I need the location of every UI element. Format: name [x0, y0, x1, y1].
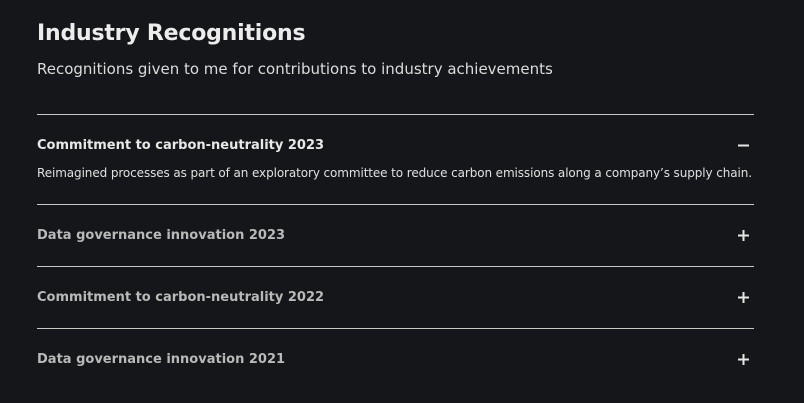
plus-icon[interactable]: [736, 353, 750, 367]
accordion-header-carbon-2022[interactable]: Commitment to carbon-neutrality 2022: [37, 290, 754, 305]
plus-icon[interactable]: [736, 229, 750, 243]
section-subtitle: Recognitions given to me for contributio…: [37, 60, 553, 78]
recognitions-accordion: Commitment to carbon-neutrality 2023 Rei…: [37, 114, 754, 391]
accordion-item-carbon-2022: Commitment to carbon-neutrality 2022: [37, 267, 754, 329]
accordion-item-carbon-2023: Commitment to carbon-neutrality 2023 Rei…: [37, 115, 754, 205]
accordion-item-data-gov-2021: Data governance innovation 2021: [37, 329, 754, 391]
minus-icon[interactable]: [736, 139, 750, 153]
accordion-item-title: Commitment to carbon-neutrality 2023: [37, 138, 325, 153]
accordion-item-title: Data governance innovation 2023: [37, 228, 286, 243]
plus-icon[interactable]: [736, 291, 750, 305]
recognitions-section: Industry Recognitions Recognitions given…: [37, 20, 754, 367]
accordion-item-title: Data governance innovation 2021: [37, 352, 286, 367]
accordion-item-data-gov-2023: Data governance innovation 2023: [37, 205, 754, 267]
accordion-item-title: Commitment to carbon-neutrality 2022: [37, 290, 325, 305]
section-title: Industry Recognitions: [37, 21, 306, 46]
accordion-header-data-gov-2021[interactable]: Data governance innovation 2021: [37, 352, 754, 367]
accordion-header-carbon-2023[interactable]: Commitment to carbon-neutrality 2023: [37, 138, 754, 153]
accordion-item-body: Reimagined processes as part of an explo…: [37, 166, 752, 180]
accordion-header-data-gov-2023[interactable]: Data governance innovation 2023: [37, 228, 754, 243]
